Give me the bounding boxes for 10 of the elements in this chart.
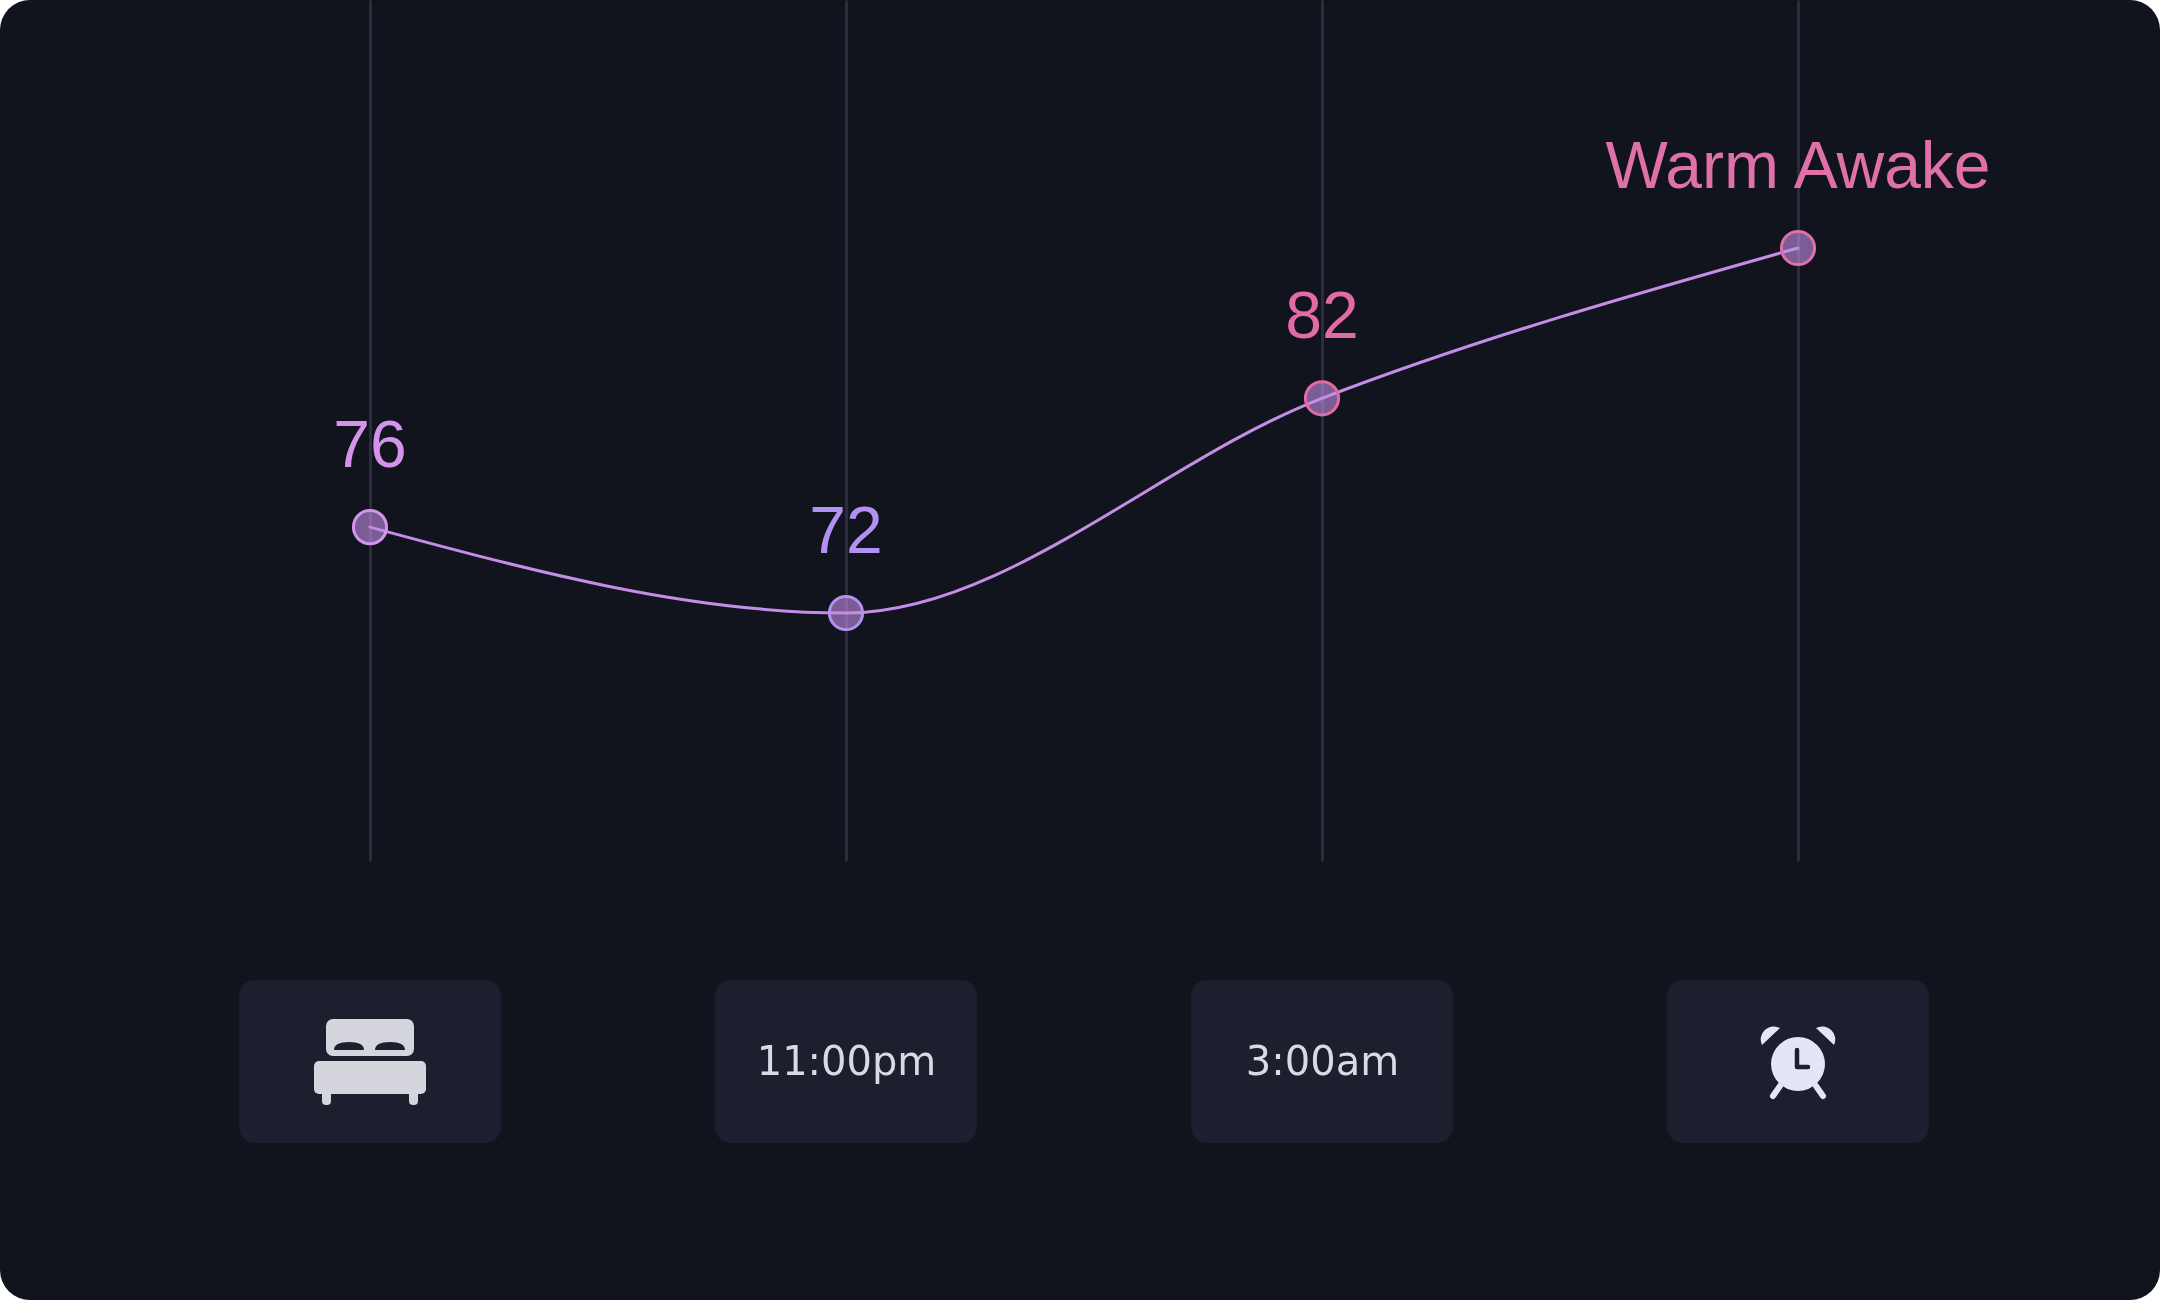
point <box>1779 229 1817 267</box>
data-label: 72 <box>809 493 883 567</box>
data-label: Warm Awake <box>1605 128 1991 202</box>
point <box>351 509 389 546</box>
data-label: 76 <box>333 407 407 482</box>
point <box>827 594 865 632</box>
x-tick-label: 11:00pm <box>756 1037 937 1084</box>
point <box>1303 380 1341 417</box>
data-label: 82 <box>1285 278 1359 353</box>
x-tick-label: 3:00am <box>1245 1037 1400 1084</box>
